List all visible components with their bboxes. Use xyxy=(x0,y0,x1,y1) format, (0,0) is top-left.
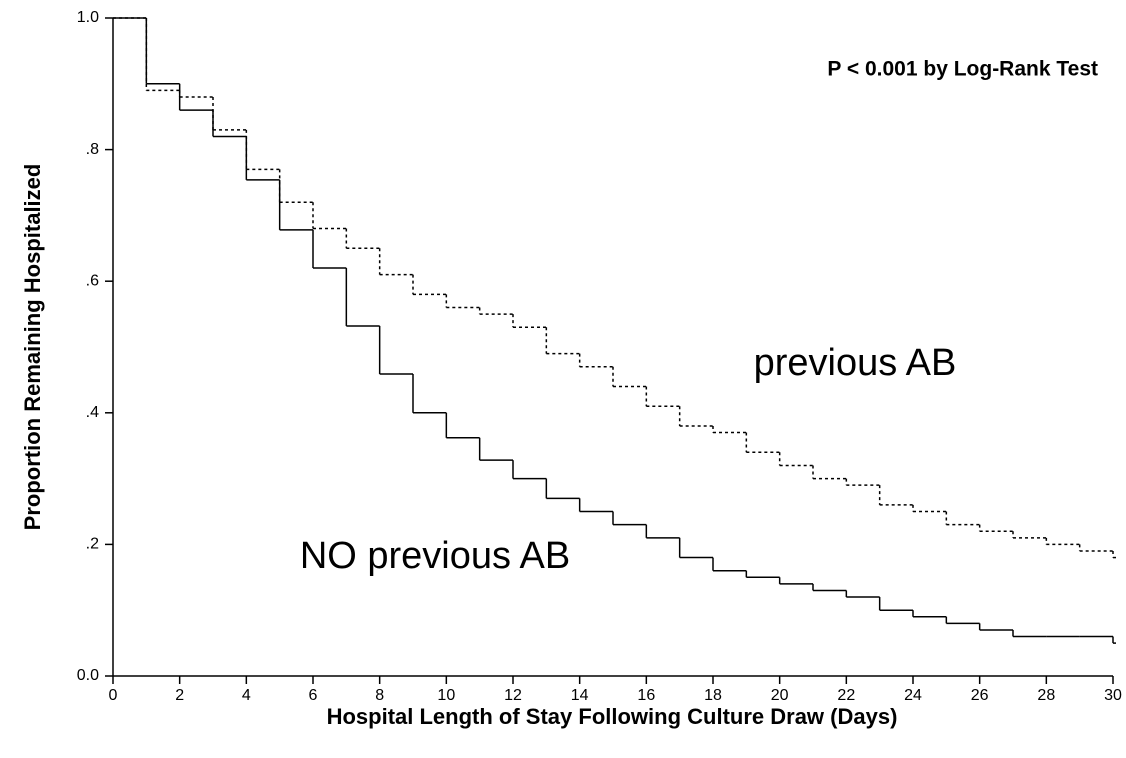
x-tick-label: 0 xyxy=(109,687,118,704)
x-tick-label: 26 xyxy=(971,687,989,704)
x-axis-title: Hospital Length of Stay Following Cultur… xyxy=(327,704,898,729)
series-label: previous AB xyxy=(754,342,957,384)
series-label: NO previous AB xyxy=(300,535,570,577)
y-tick-label: .2 xyxy=(86,536,99,553)
annotation: P < 0.001 by Log-Rank Test xyxy=(827,58,1098,81)
x-tick-label: 22 xyxy=(837,687,855,704)
x-tick-label: 2 xyxy=(175,687,184,704)
x-tick-label: 8 xyxy=(375,687,384,704)
y-tick-label: .6 xyxy=(86,272,99,289)
y-axis-title: Proportion Remaining Hospitalized xyxy=(20,164,45,531)
x-tick-label: 18 xyxy=(704,687,722,704)
x-tick-label: 10 xyxy=(437,687,455,704)
x-tick-label: 28 xyxy=(1037,687,1055,704)
x-tick-label: 4 xyxy=(242,687,251,704)
x-tick-label: 12 xyxy=(504,687,522,704)
y-tick-label: .8 xyxy=(86,141,99,158)
y-tick-label: 1.0 xyxy=(77,9,99,26)
x-tick-label: 24 xyxy=(904,687,922,704)
y-tick-label: 0.0 xyxy=(77,667,99,684)
y-tick-label: .4 xyxy=(86,404,99,421)
x-tick-label: 14 xyxy=(571,687,589,704)
x-tick-label: 20 xyxy=(771,687,789,704)
x-tick-label: 16 xyxy=(637,687,655,704)
x-tick-label: 30 xyxy=(1104,687,1122,704)
x-tick-label: 6 xyxy=(309,687,318,704)
